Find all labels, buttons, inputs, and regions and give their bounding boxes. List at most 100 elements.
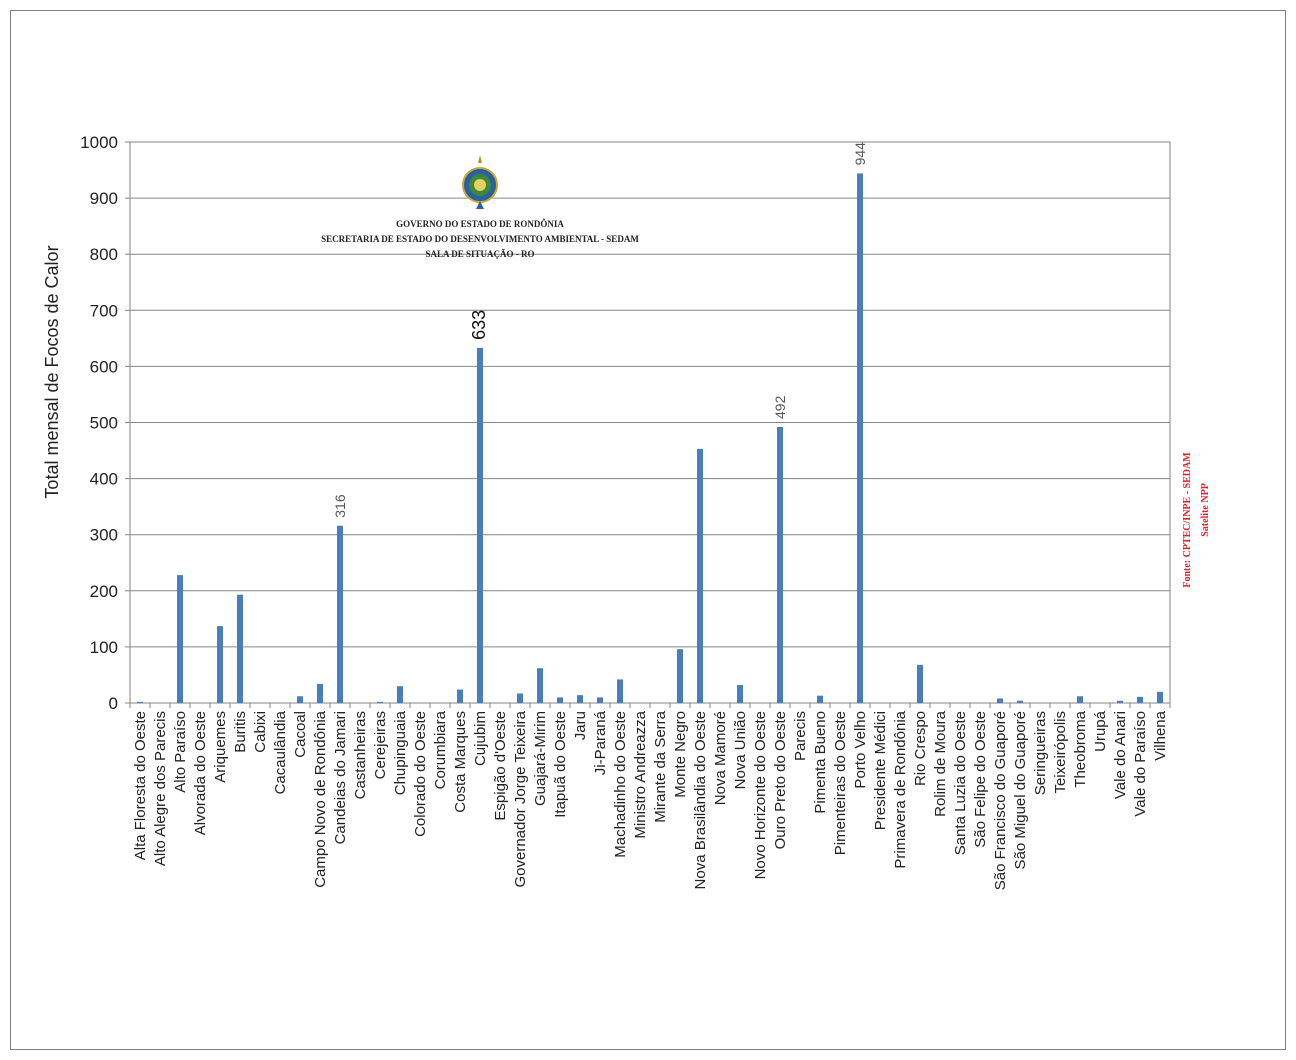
x-tick-label: Primavera de Rondônia	[892, 710, 909, 868]
bar	[597, 697, 603, 703]
data-label: 944	[852, 142, 868, 166]
x-tick-label: Jaru	[572, 711, 589, 740]
x-tick-label: Teixeirópolis	[1052, 711, 1069, 794]
bar	[137, 701, 143, 703]
y-axis-ticks: 0 100 200 300 400 500 600 700 800 900 1000	[80, 133, 130, 713]
x-tick-label: Novo Horizonte do Oeste	[752, 711, 769, 879]
x-tick-label: Ministro Andreazza	[632, 710, 649, 838]
x-tick-label: Vale do Anari	[1112, 711, 1129, 799]
y-tick-label: 0	[109, 694, 118, 713]
bar	[677, 649, 683, 703]
y-tick-label: 400	[90, 470, 118, 489]
data-labels: 316 633 492 944	[332, 142, 868, 518]
bar	[697, 448, 703, 703]
x-tick-label: Nova Mamoré	[712, 711, 729, 805]
bar	[517, 693, 523, 703]
x-tick-label: Rolim de Moura	[932, 710, 949, 817]
bar	[577, 695, 583, 703]
bar	[997, 698, 1003, 703]
bar	[237, 594, 243, 703]
x-tick-label: Ariquemes	[212, 711, 229, 783]
satellite-line: Satelite NPP	[1200, 483, 1211, 537]
x-tick-label: Theobroma	[1072, 710, 1089, 787]
x-tick-label: Governador Jorge Teixeira	[512, 710, 529, 887]
y-tick-label: 900	[90, 189, 118, 208]
x-tick-label: Parecis	[792, 711, 809, 761]
x-tick-label: Pimenteiras do Oeste	[832, 711, 849, 855]
y-tick-label: 300	[90, 526, 118, 545]
x-tick-label: Alvorada do Oeste	[192, 711, 209, 835]
x-tick-label: Candeias do Jamari	[332, 711, 349, 844]
x-tick-label: São Miguel do Guaporé	[1012, 711, 1029, 869]
bar	[1137, 696, 1143, 703]
y-tick-label: 100	[90, 638, 118, 657]
x-tick-label: Cacaulândia	[272, 710, 289, 794]
x-tick-label: Cacoal	[292, 711, 309, 758]
y-tick-label: 700	[90, 301, 118, 320]
x-tick-label: Urupá	[1092, 710, 1109, 752]
x-tick-label: Pimenta Bueno	[812, 711, 829, 814]
x-tick-label: Porto Velho	[852, 711, 869, 789]
bar	[477, 347, 483, 703]
x-tick-label: Guajará-Mirim	[532, 711, 549, 806]
bar	[217, 626, 223, 703]
y-tick-label: 1000	[80, 133, 118, 152]
state-emblem-icon	[462, 155, 498, 209]
x-tick-label: Santa Luzia do Oeste	[952, 711, 969, 855]
source-note: Fonte: CPTEC/INPE - SEDAM Satelite NPP	[1182, 452, 1211, 588]
bar	[557, 697, 563, 703]
x-tick-label: Monte Negro	[672, 711, 689, 798]
y-axis-label: Total mensal de Focos de Calor	[42, 245, 62, 498]
x-tick-label: Colorado do Oeste	[412, 711, 429, 837]
x-tick-label: Seringueiras	[1032, 711, 1049, 795]
x-tick-label: Costa Marques	[452, 711, 469, 813]
x-tick-label: Corumbiara	[432, 710, 449, 789]
y-tick-label: 500	[90, 414, 118, 433]
data-label: 633	[469, 310, 489, 340]
x-tick-label: Nova União	[732, 711, 749, 789]
x-tick-label: Mirante da Serra	[652, 710, 669, 822]
x-tick-label: Ouro Preto do Oeste	[772, 711, 789, 849]
x-tick-label: Alta Floresta do Oeste	[132, 711, 149, 860]
bar	[457, 689, 463, 703]
x-tick-label: Espigão d'Oeste	[492, 711, 509, 821]
bar	[1117, 700, 1123, 703]
header-line-situation-room: SALA DE SITUAÇÃO - RO	[425, 249, 535, 259]
bar	[1077, 696, 1083, 703]
x-tick-label: Ji-Paraná	[592, 710, 609, 775]
x-tick-label: Cerejeiras	[372, 711, 389, 779]
x-tick-label: Presidente Médici	[872, 711, 889, 830]
x-tick-label: Itapuã do Oeste	[552, 711, 569, 818]
x-tick-label: Cujubim	[472, 711, 489, 766]
x-tick-label: Rio Crespo	[912, 711, 929, 786]
x-tick-label: Campo Novo de Rondônia	[312, 710, 329, 887]
bar	[917, 664, 923, 703]
x-tick-label: Buritis	[232, 711, 249, 753]
x-tick-label: Alto Paraíso	[172, 711, 189, 793]
bar	[1157, 691, 1163, 703]
bar	[817, 695, 823, 703]
data-label: 492	[772, 395, 788, 419]
bars	[137, 173, 1163, 703]
bar	[617, 679, 623, 703]
bar	[777, 426, 783, 703]
bar	[857, 173, 863, 703]
bar	[1017, 700, 1023, 703]
data-label: 316	[332, 494, 348, 518]
bar	[737, 685, 743, 703]
bar	[337, 525, 343, 703]
bar	[377, 701, 383, 703]
x-tick-label: São Felipe do Oeste	[972, 711, 989, 848]
x-tick-label: Castanheiras	[352, 711, 369, 799]
agency-header: GOVERNO DO ESTADO DE RONDÔNIA SECRETARIA…	[260, 155, 700, 262]
x-tick-label: Vilhena	[1152, 710, 1169, 760]
bar	[177, 575, 183, 703]
x-tick-label: Nova Brasilândia do Oeste	[692, 711, 709, 889]
x-tick-label: Alto Alegre dos Parecis	[152, 711, 169, 866]
y-tick-label: 200	[90, 582, 118, 601]
bar	[537, 668, 543, 703]
bar	[317, 683, 323, 703]
x-axis-ticks: Alta Floresta do Oeste Alto Alegre dos Pa…	[129, 703, 1171, 890]
y-tick-label: 800	[90, 245, 118, 264]
x-tick-label: Machadinho do Oeste	[612, 711, 629, 858]
